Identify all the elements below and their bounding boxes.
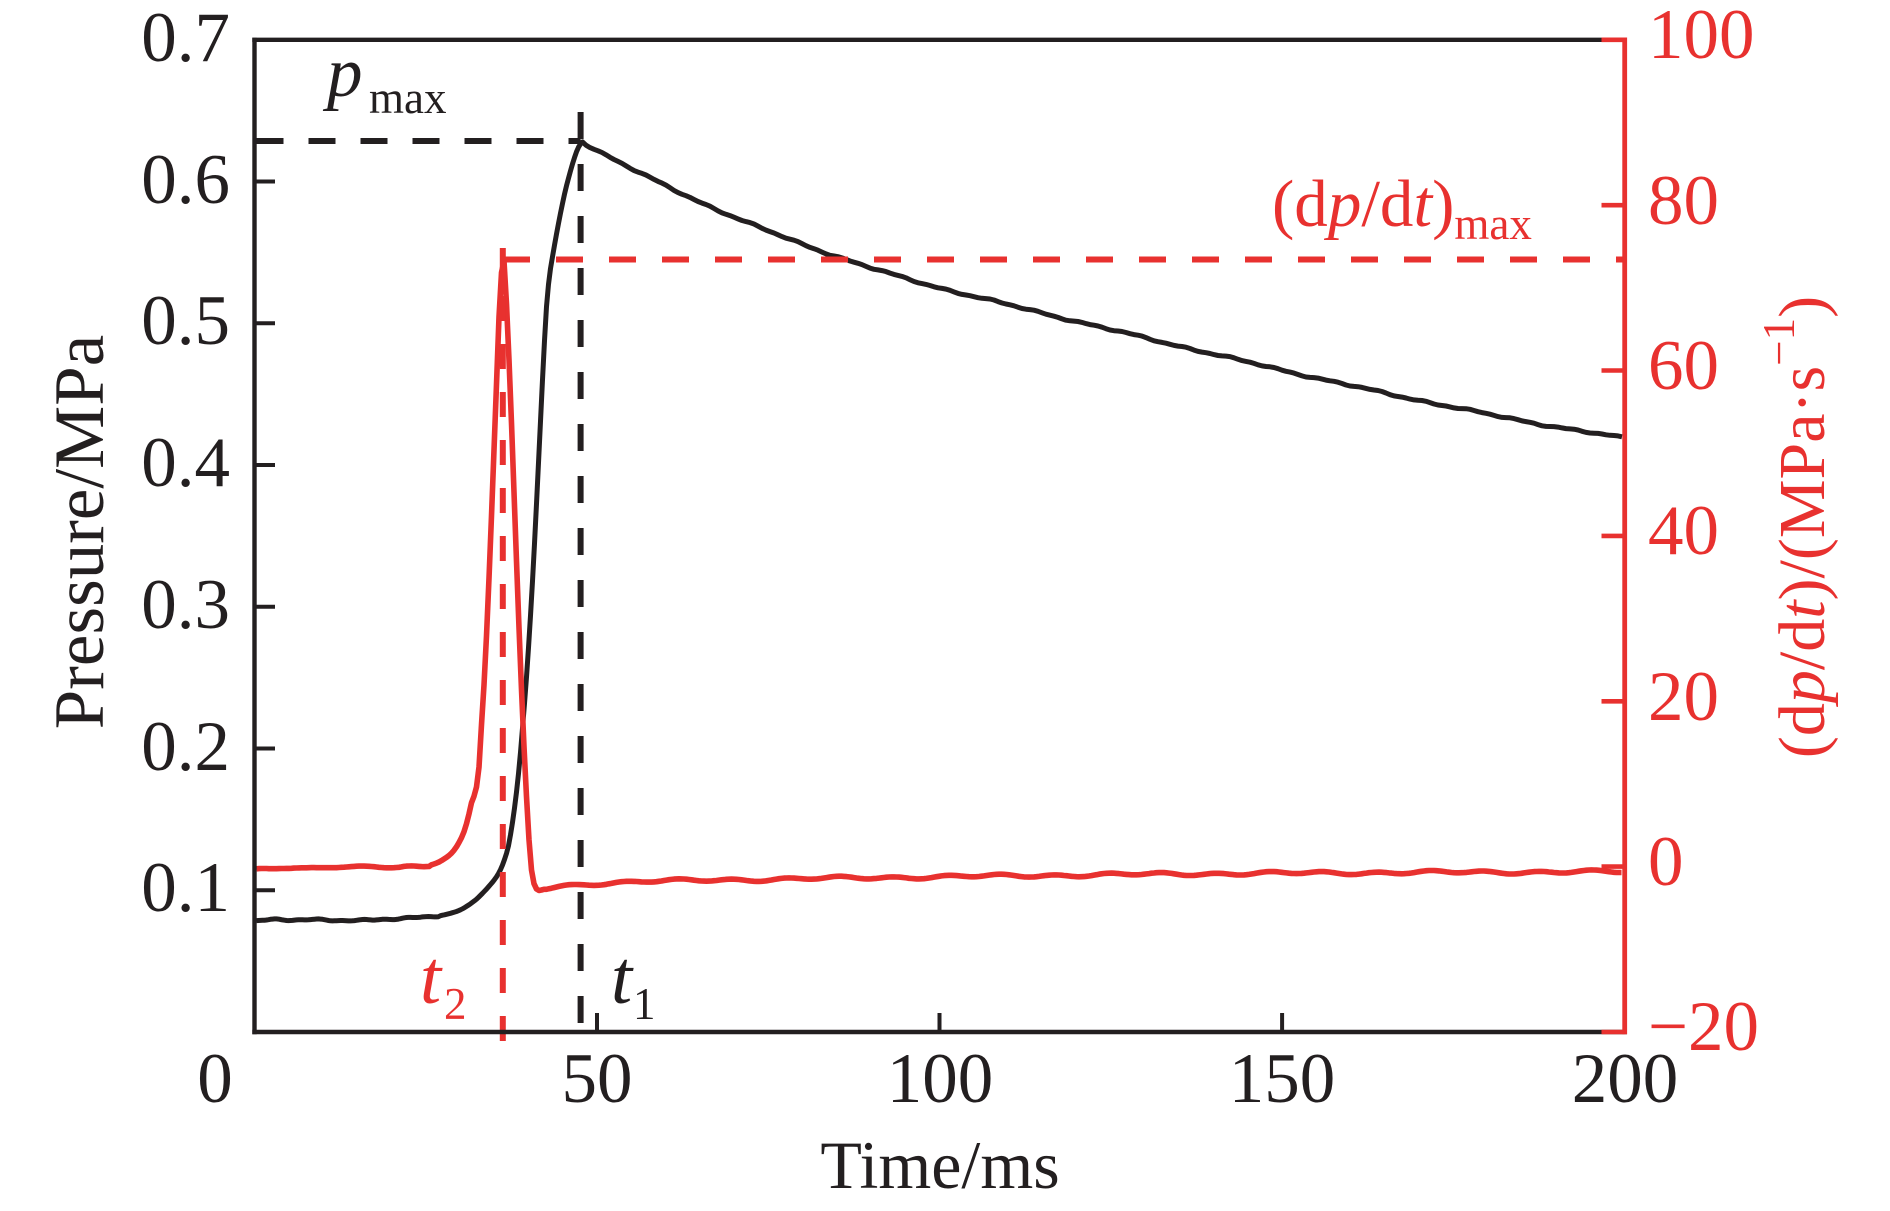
svg-text:60: 60: [1648, 327, 1719, 405]
svg-text:0.1: 0.1: [141, 849, 230, 927]
svg-text:0.3: 0.3: [141, 566, 230, 644]
svg-text:0.4: 0.4: [141, 424, 230, 502]
svg-text:100: 100: [1648, 0, 1755, 74]
svg-text:Pressure/MPa: Pressure/MPa: [41, 335, 119, 729]
svg-text:20: 20: [1648, 658, 1719, 736]
svg-text:200: 200: [1572, 1040, 1679, 1118]
svg-text:2: 2: [444, 979, 467, 1029]
svg-text:0.2: 0.2: [141, 708, 230, 786]
svg-text:Time/ms: Time/ms: [820, 1127, 1059, 1203]
svg-text:0: 0: [197, 1040, 233, 1118]
svg-text:t: t: [420, 936, 443, 1020]
svg-text:max: max: [369, 73, 446, 123]
svg-text:0.5: 0.5: [141, 282, 230, 360]
svg-text:100: 100: [887, 1040, 994, 1118]
svg-text:−20: −20: [1648, 988, 1759, 1066]
svg-text:t: t: [611, 936, 634, 1020]
svg-text:p: p: [322, 34, 363, 112]
svg-text:1: 1: [633, 979, 656, 1029]
svg-text:0.7: 0.7: [141, 0, 230, 77]
svg-text:(dp/dt)/(MPa·s−1): (dp/dt)/(MPa·s−1): [1754, 296, 1839, 758]
svg-text:40: 40: [1648, 492, 1719, 570]
svg-text:80: 80: [1648, 162, 1719, 240]
svg-text:0: 0: [1648, 823, 1684, 901]
svg-text:50: 50: [562, 1040, 633, 1118]
svg-text:150: 150: [1229, 1040, 1336, 1118]
svg-text:0.6: 0.6: [141, 141, 230, 219]
